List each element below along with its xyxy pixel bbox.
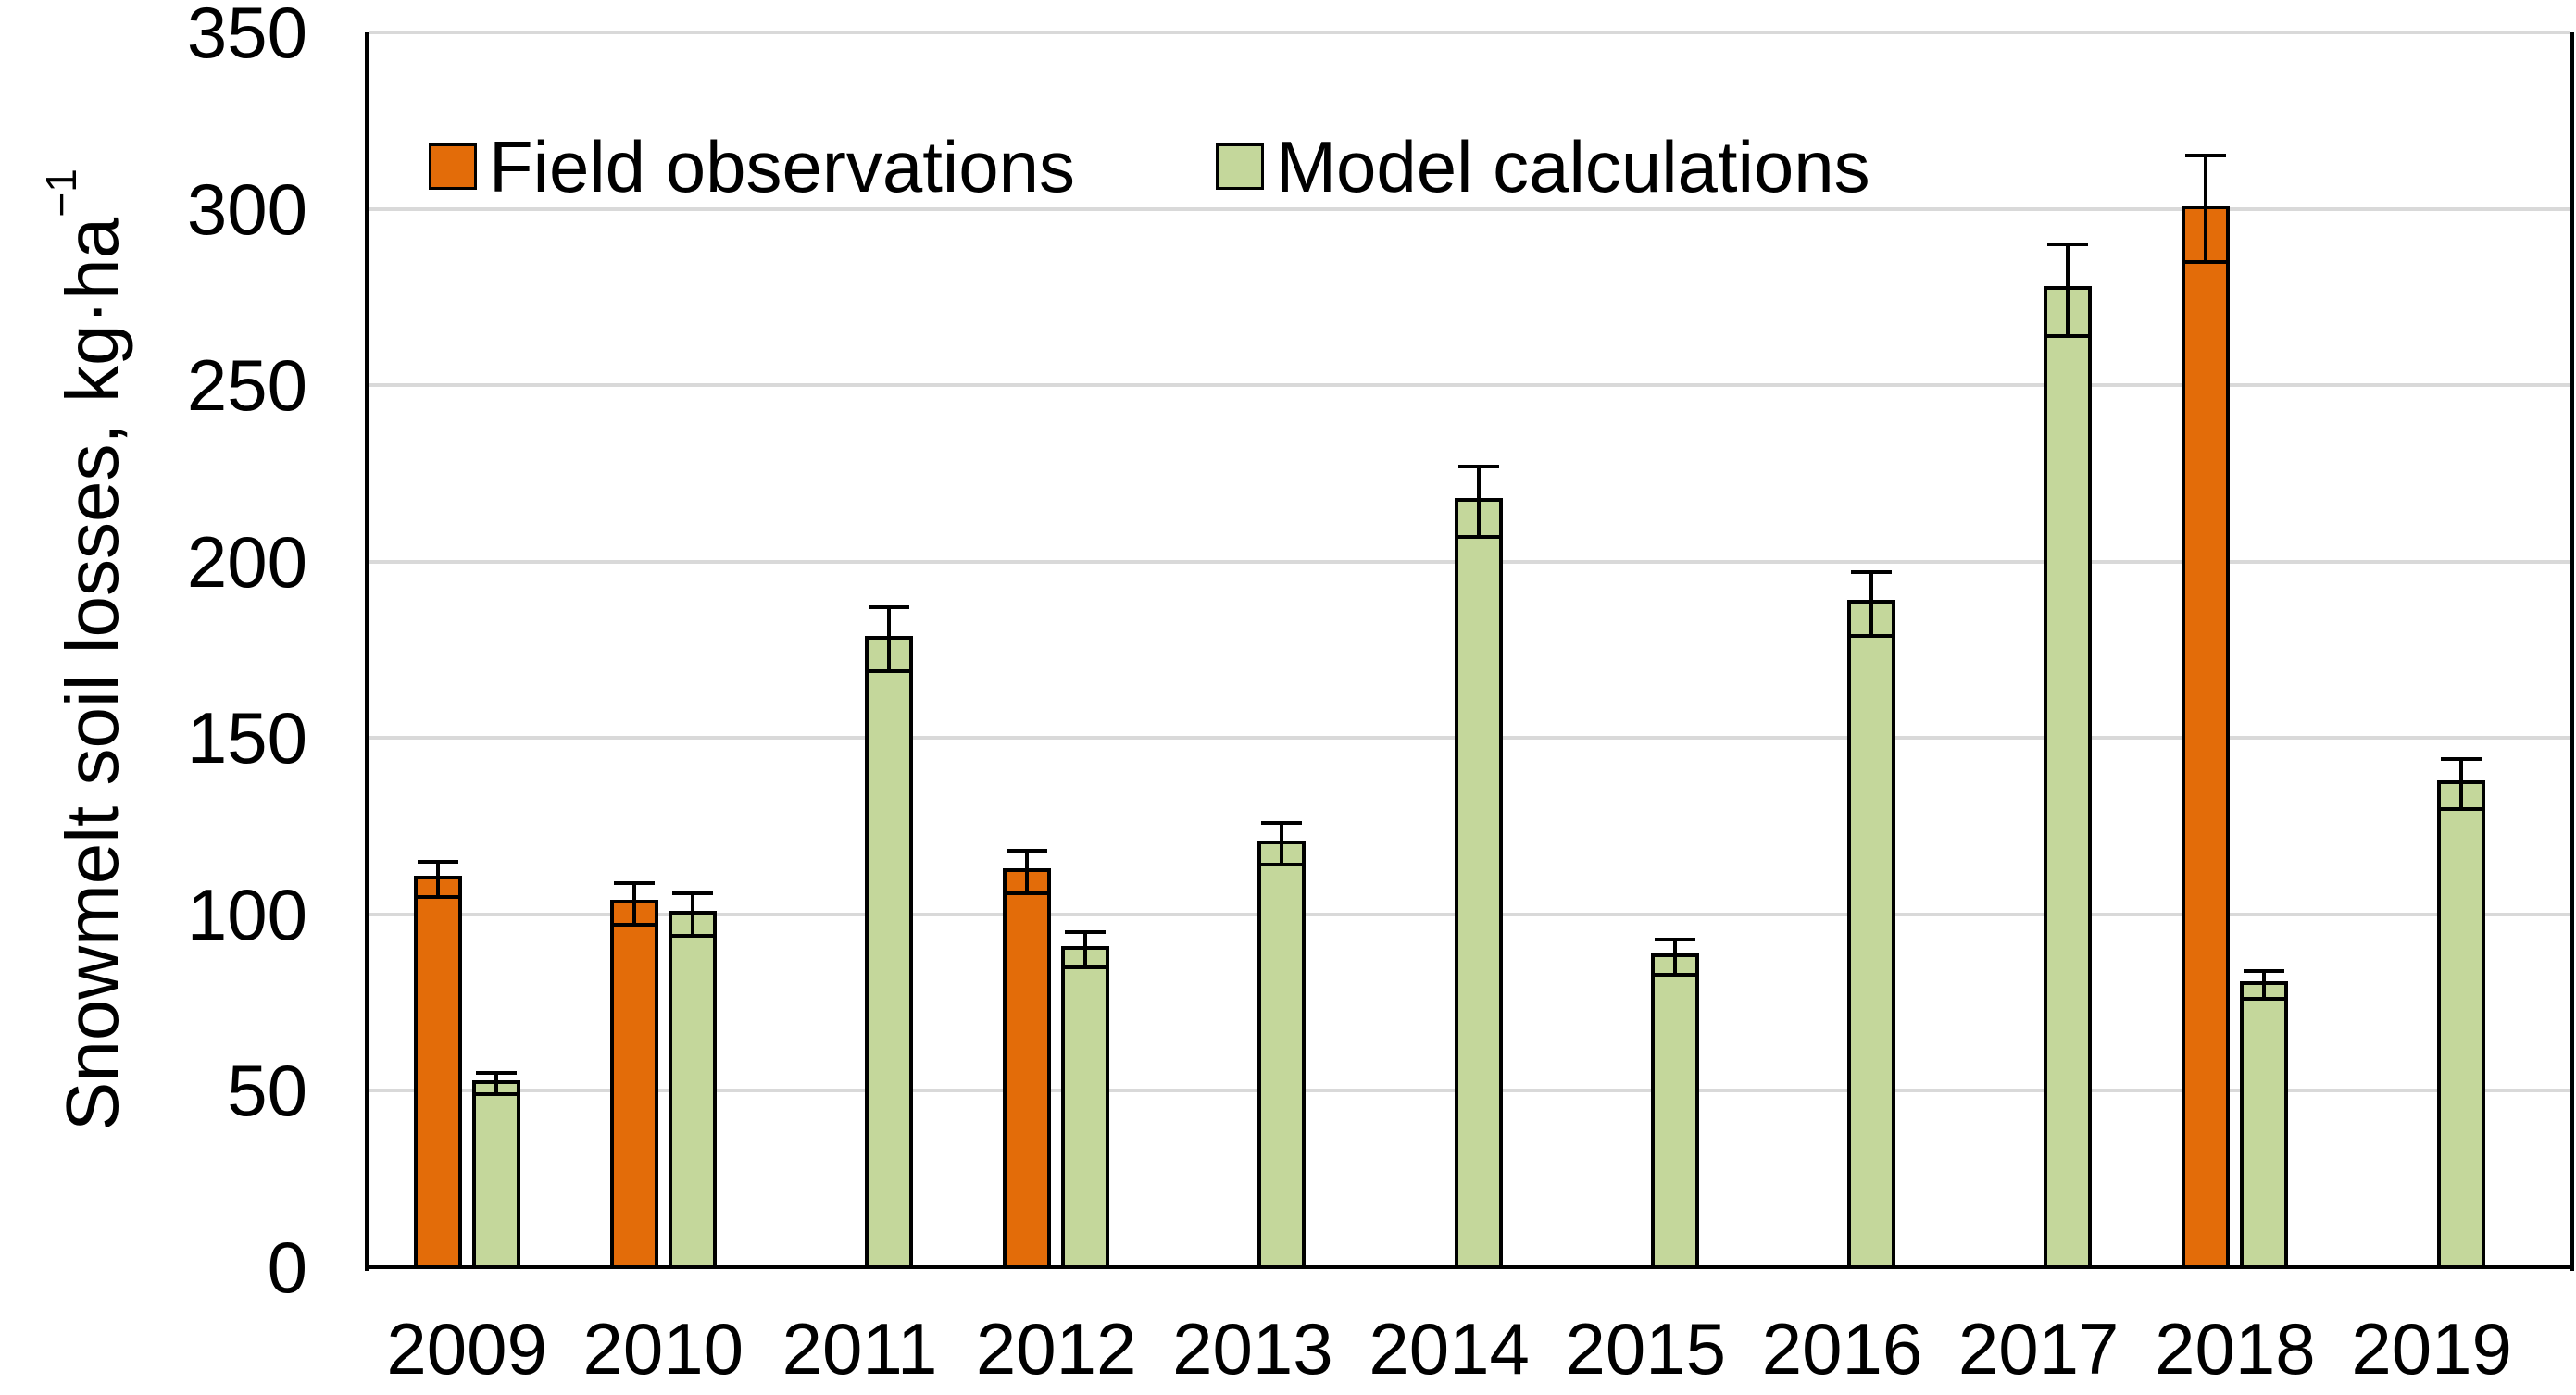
bar-2018-field-observations [2182,205,2231,1269]
error-bar-cap-top-2009-1 [475,1071,517,1076]
error-bar-line-2018-1 [2262,970,2267,1000]
error-bar-cap-bottom-2009-1 [475,1092,517,1097]
y-tick-label-150: 150 [186,697,307,779]
error-bar-cap-top-2014-1 [1457,464,1499,468]
plot-right-border [2570,32,2574,1271]
error-bar-cap-top-2019-1 [2440,757,2482,762]
error-bar-line-2010-1 [690,892,694,936]
error-bar-line-2012-1 [1083,931,1088,968]
error-bar-line-2018-0 [2204,156,2208,262]
x-tick-label-2013: 2013 [1172,1308,1333,1389]
error-bar-cap-top-2018-0 [2185,154,2227,158]
gridline-300 [369,206,2570,211]
error-bar-line-2009-1 [494,1073,498,1095]
error-bar-line-2013-1 [1280,822,1284,866]
y-tick-label-300: 300 [186,168,307,250]
error-bar-cap-top-2016-1 [1851,570,1892,575]
error-bar-cap-bottom-2018-1 [2244,997,2285,1002]
error-bar-cap-top-2013-1 [1261,820,1303,825]
x-tick-label-2010: 2010 [582,1308,744,1389]
y-axis-line [365,32,369,1271]
bar-2015-model-calculations [1650,953,1699,1269]
x-tick-label-2018: 2018 [2155,1308,2316,1389]
bar-2010-model-calculations [668,910,717,1269]
bar-2009-model-calculations [471,1079,520,1269]
error-bar-cap-bottom-2013-1 [1261,863,1303,867]
gridline-350 [369,31,2570,34]
error-bar-line-2017-1 [2066,243,2070,336]
error-bar-cap-bottom-2012-0 [1007,891,1048,895]
error-bar-cap-top-2017-1 [2047,242,2089,246]
x-tick-label-2015: 2015 [1565,1308,1727,1389]
error-bar-cap-bottom-2017-1 [2047,333,2089,338]
x-tick-label-2017: 2017 [1957,1308,2120,1389]
legend-item-model-calculations: Model calculations [1216,120,1870,213]
bar-2012-field-observations [1003,868,1052,1269]
legend-swatch-model-calculations [1216,143,1264,190]
x-tick-label-2011: 2011 [782,1308,938,1389]
error-bar-line-2014-1 [1476,466,1481,538]
error-bar-cap-bottom-2019-1 [2440,806,2482,811]
error-bar-cap-bottom-2009-0 [417,894,458,899]
x-tick-label-2009: 2009 [386,1308,547,1389]
x-tick-label-2014: 2014 [1369,1308,1530,1389]
error-bar-cap-top-2012-0 [1007,849,1048,853]
bar-2017-model-calculations [2044,286,2093,1269]
error-bar-line-2019-1 [2458,759,2463,809]
x-tick-label-2019: 2019 [2351,1308,2512,1389]
error-bar-cap-bottom-2015-1 [1654,972,1695,977]
y-tick-label-200: 200 [186,520,307,603]
error-bar-cap-top-2009-0 [417,859,458,864]
error-bar-cap-bottom-2010-0 [613,923,655,928]
y-tick-label-250: 250 [186,344,307,427]
y-tick-label-100: 100 [186,873,307,955]
error-bar-cap-top-2012-1 [1065,929,1107,934]
error-bar-line-2011-1 [887,607,891,671]
error-bar-line-2012-0 [1025,851,1030,893]
error-bar-line-2010-0 [631,882,636,926]
y-tick-label-350: 350 [186,0,307,73]
error-bar-cap-top-2010-0 [613,880,655,885]
x-tick-label-2016: 2016 [1761,1308,1923,1389]
bar-2016-model-calculations [1847,600,1895,1269]
error-bar-cap-top-2011-1 [869,605,909,610]
bar-2014-model-calculations [1454,497,1503,1269]
error-bar-line-2016-1 [1869,572,1873,636]
error-bar-line-2015-1 [1672,939,1677,975]
bar-2012-model-calculations [1061,945,1110,1269]
error-bar-cap-bottom-2011-1 [869,668,909,673]
legend-swatch-field-observations [429,143,477,190]
x-tick-label-2012: 2012 [975,1308,1137,1389]
error-bar-cap-bottom-2010-1 [671,933,713,938]
bar-2011-model-calculations [865,635,913,1269]
error-bar-cap-bottom-2018-0 [2185,259,2227,264]
error-bar-cap-top-2010-1 [671,891,713,895]
bar-2013-model-calculations [1257,840,1307,1269]
error-bar-cap-bottom-2016-1 [1851,633,1892,638]
error-bar-cap-bottom-2012-1 [1065,965,1107,970]
gridline-250 [369,383,2570,388]
error-bar-line-2009-0 [435,861,440,897]
bar-2018-model-calculations [2240,981,2289,1269]
legend-label: Field observations [489,125,1075,207]
bar-2019-model-calculations [2436,779,2485,1269]
y-tick-label-0: 0 [267,1227,307,1308]
error-bar-cap-top-2015-1 [1654,937,1695,941]
bar-2010-field-observations [609,900,658,1269]
legend-label: Model calculations [1276,125,1870,207]
y-tick-label-50: 50 [227,1050,307,1132]
error-bar-cap-bottom-2014-1 [1457,535,1499,540]
error-bar-cap-top-2018-1 [2244,968,2285,973]
legend-item-field-observations: Field observations [429,120,1075,213]
